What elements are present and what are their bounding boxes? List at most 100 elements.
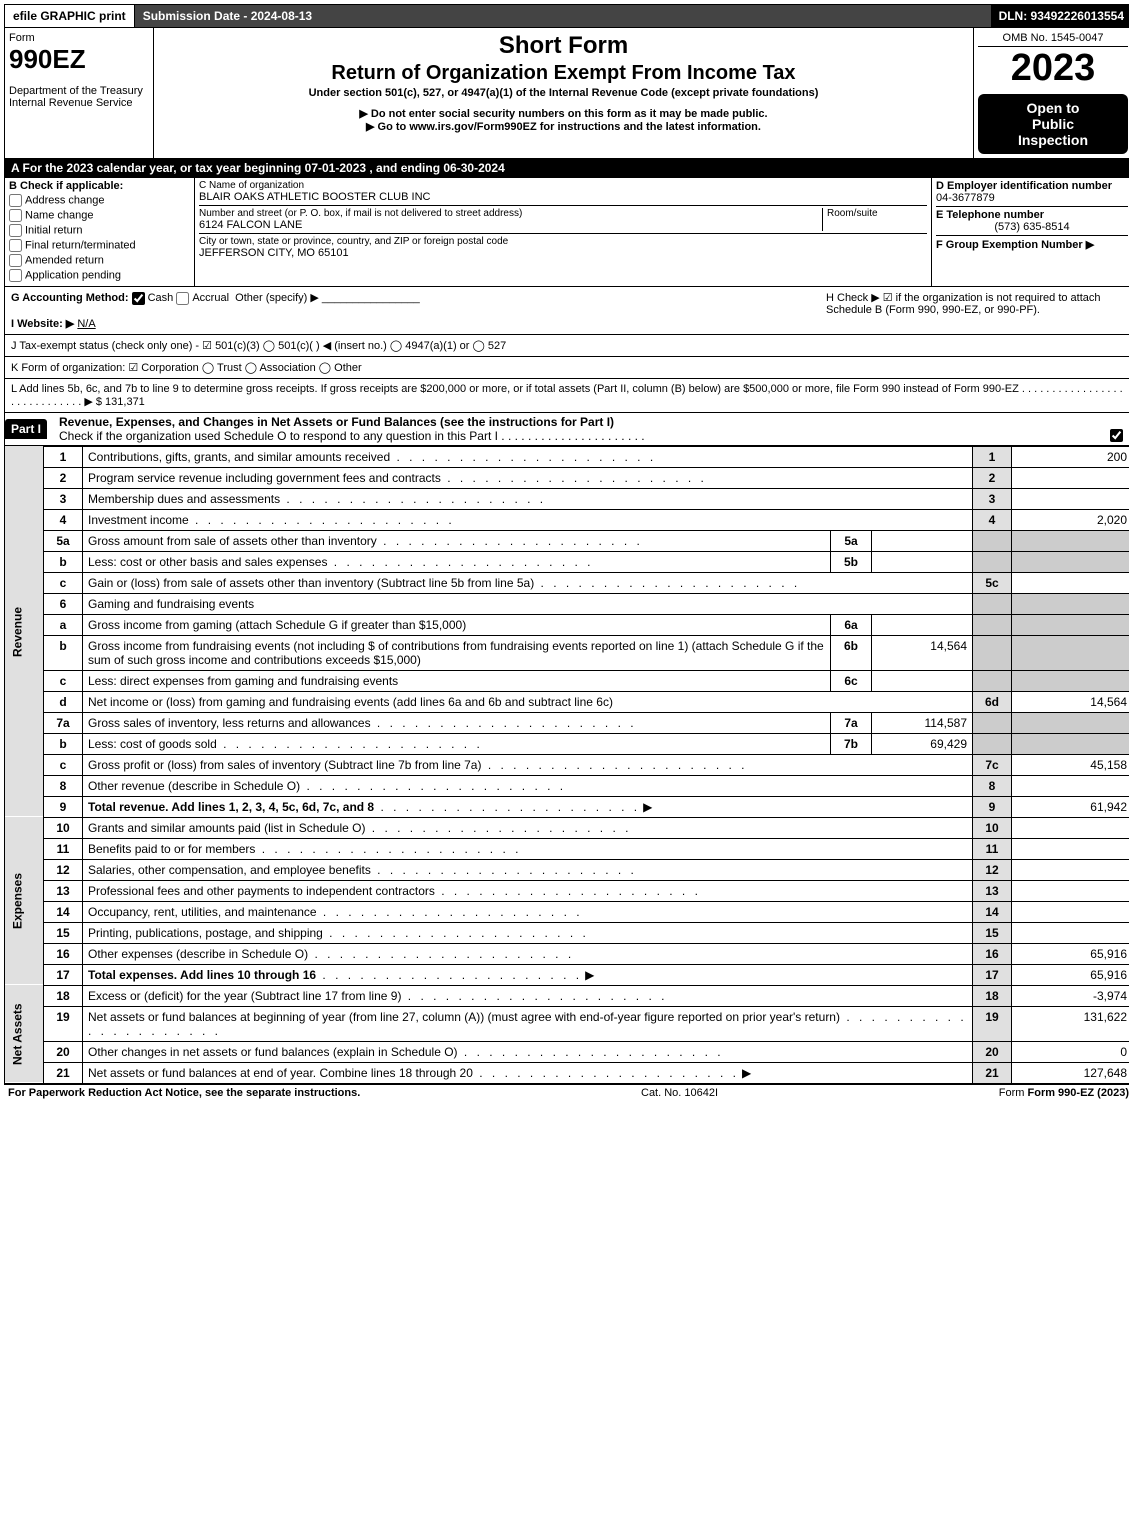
line-3-lbl: 3: [973, 488, 1012, 509]
line-17-amt: 65,916: [1012, 964, 1129, 985]
cb-name-change[interactable]: Name change: [9, 209, 190, 222]
line-7b-mid: 7b: [831, 733, 872, 754]
line-14-desc: Occupancy, rent, utilities, and maintena…: [83, 901, 973, 922]
line-14-num: 14: [44, 901, 83, 922]
line-6b-midamt: 14,564: [872, 635, 973, 670]
line-18-amt: -3,974: [1012, 985, 1129, 1006]
line-12-amt: [1012, 859, 1129, 880]
line-6b-mid: 6b: [831, 635, 872, 670]
line-1-lbl: 1: [973, 446, 1012, 467]
line-6d-lbl: 6d: [973, 691, 1012, 712]
cb-initial-return[interactable]: Initial return: [9, 224, 190, 237]
irs-label: Internal Revenue Service: [9, 97, 149, 109]
line-5c-num: c: [44, 572, 83, 593]
line-7c-amt: 45,158: [1012, 754, 1129, 775]
line-15-num: 15: [44, 922, 83, 943]
section-c-org-info: C Name of organization BLAIR OAKS ATHLET…: [195, 178, 932, 286]
efile-label: efile GRAPHIC print: [5, 5, 134, 27]
part1-check-note: Check if the organization used Schedule …: [59, 429, 645, 443]
goto-text: ▶ Go to www.irs.gov/Form990EZ for instru…: [158, 120, 969, 133]
submission-date: Submission Date - 2024-08-13: [134, 5, 991, 27]
line-6a-midamt: [872, 614, 973, 635]
line-6c-desc: Less: direct expenses from gaming and fu…: [83, 670, 831, 691]
line-3-num: 3: [44, 488, 83, 509]
tax-year: 2023: [978, 47, 1128, 90]
line-5b-desc: Less: cost or other basis and sales expe…: [83, 551, 831, 572]
omb-number: OMB No. 1545-0047: [978, 32, 1128, 47]
line-21-lbl: 21: [973, 1062, 1012, 1083]
section-l: L Add lines 5b, 6c, and 7b to line 9 to …: [4, 379, 1129, 413]
line-19-amt: 131,622: [1012, 1006, 1129, 1041]
line-17-num: 17: [44, 964, 83, 985]
part1-header-row: Part I Revenue, Expenses, and Changes in…: [4, 413, 1129, 446]
line-20-desc: Other changes in net assets or fund bala…: [83, 1041, 973, 1062]
lines-table: Revenue 1 Contributions, gifts, grants, …: [4, 446, 1129, 1084]
line-6c-midamt: [872, 670, 973, 691]
inspection-box: Open to Public Inspection: [978, 94, 1128, 154]
line-5c-lbl: 5c: [973, 572, 1012, 593]
line-5a-desc: Gross amount from sale of assets other t…: [83, 530, 831, 551]
inspection-line3: Inspection: [984, 132, 1122, 148]
line-6c-mid: 6c: [831, 670, 872, 691]
line-14-amt: [1012, 901, 1129, 922]
line-6a-desc: Gross income from gaming (attach Schedul…: [83, 614, 831, 635]
line-20-amt: 0: [1012, 1041, 1129, 1062]
line-5a-amt-shade: [1012, 530, 1129, 551]
city-value: JEFFERSON CITY, MO 65101: [199, 247, 927, 259]
line-7a-shade: [973, 712, 1012, 733]
line-5b-shade: [973, 551, 1012, 572]
footer-form-ref: Form 990-EZ (2023): [1028, 1087, 1129, 1099]
line-6a-shade: [973, 614, 1012, 635]
cb-final-return[interactable]: Final return/terminated: [9, 239, 190, 252]
line-1-desc: Contributions, gifts, grants, and simila…: [83, 446, 973, 467]
line-8-num: 8: [44, 775, 83, 796]
line-5b-num: b: [44, 551, 83, 572]
line-1-num: 1: [44, 446, 83, 467]
street-value: 6124 FALCON LANE: [199, 219, 822, 231]
line-8-desc: Other revenue (describe in Schedule O): [83, 775, 973, 796]
line-6b-amt-shade: [1012, 635, 1129, 670]
section-a-tax-year: A For the 2023 calendar year, or tax yea…: [4, 159, 1129, 178]
line-20-num: 20: [44, 1041, 83, 1062]
entity-grid: B Check if applicable: Address change Na…: [4, 178, 1129, 287]
line-18-lbl: 18: [973, 985, 1012, 1006]
line-11-amt: [1012, 838, 1129, 859]
section-def: D Employer identification number 04-3677…: [932, 178, 1129, 286]
cb-schedule-o-part1[interactable]: [1110, 429, 1123, 442]
line-12-lbl: 12: [973, 859, 1012, 880]
section-k: K Form of organization: ☑ Corporation ◯ …: [4, 357, 1129, 379]
street-label: Number and street (or P. O. box, if mail…: [199, 208, 822, 219]
arrow-icon: [739, 1066, 754, 1080]
cb-application-pending[interactable]: Application pending: [9, 269, 190, 282]
line-16-num: 16: [44, 943, 83, 964]
line-5c-desc: Gain or (loss) from sale of assets other…: [83, 572, 973, 593]
room-label: Room/suite: [827, 208, 927, 219]
section-g-h: G Accounting Method: Cash Accrual Other …: [4, 287, 1129, 335]
line-9-desc: Total revenue. Add lines 1, 2, 3, 4, 5c,…: [83, 796, 973, 817]
cb-address-change[interactable]: Address change: [9, 194, 190, 207]
inspection-line1: Open to: [984, 100, 1122, 116]
line-12-num: 12: [44, 859, 83, 880]
line-7a-amt-shade: [1012, 712, 1129, 733]
cb-amended-return[interactable]: Amended return: [9, 254, 190, 267]
line-18-desc: Excess or (deficit) for the year (Subtra…: [83, 985, 973, 1006]
part1-title: Revenue, Expenses, and Changes in Net As…: [59, 415, 614, 429]
arrow-icon: [582, 968, 597, 982]
line-6b-shade: [973, 635, 1012, 670]
line-5a-midamt: [872, 530, 973, 551]
cb-cash[interactable]: [132, 292, 145, 305]
line-5a-mid: 5a: [831, 530, 872, 551]
line-6c-amt-shade: [1012, 670, 1129, 691]
line-19-desc: Net assets or fund balances at beginning…: [83, 1006, 973, 1041]
line-10-amt: [1012, 817, 1129, 838]
cb-accrual[interactable]: [176, 292, 189, 305]
line-2-desc: Program service revenue including govern…: [83, 467, 973, 488]
warning-text: ▶ Do not enter social security numbers o…: [158, 107, 969, 120]
website-label: I Website: ▶: [11, 318, 74, 330]
line-6a-mid: 6a: [831, 614, 872, 635]
line-1-amt: 200: [1012, 446, 1129, 467]
line-7a-num: 7a: [44, 712, 83, 733]
line-13-num: 13: [44, 880, 83, 901]
line-16-desc: Other expenses (describe in Schedule O): [83, 943, 973, 964]
line-11-lbl: 11: [973, 838, 1012, 859]
